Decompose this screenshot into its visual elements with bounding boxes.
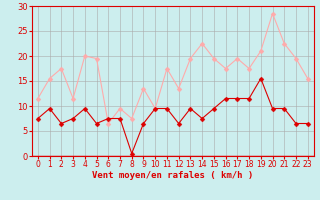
X-axis label: Vent moyen/en rafales ( km/h ): Vent moyen/en rafales ( km/h ) <box>92 171 253 180</box>
